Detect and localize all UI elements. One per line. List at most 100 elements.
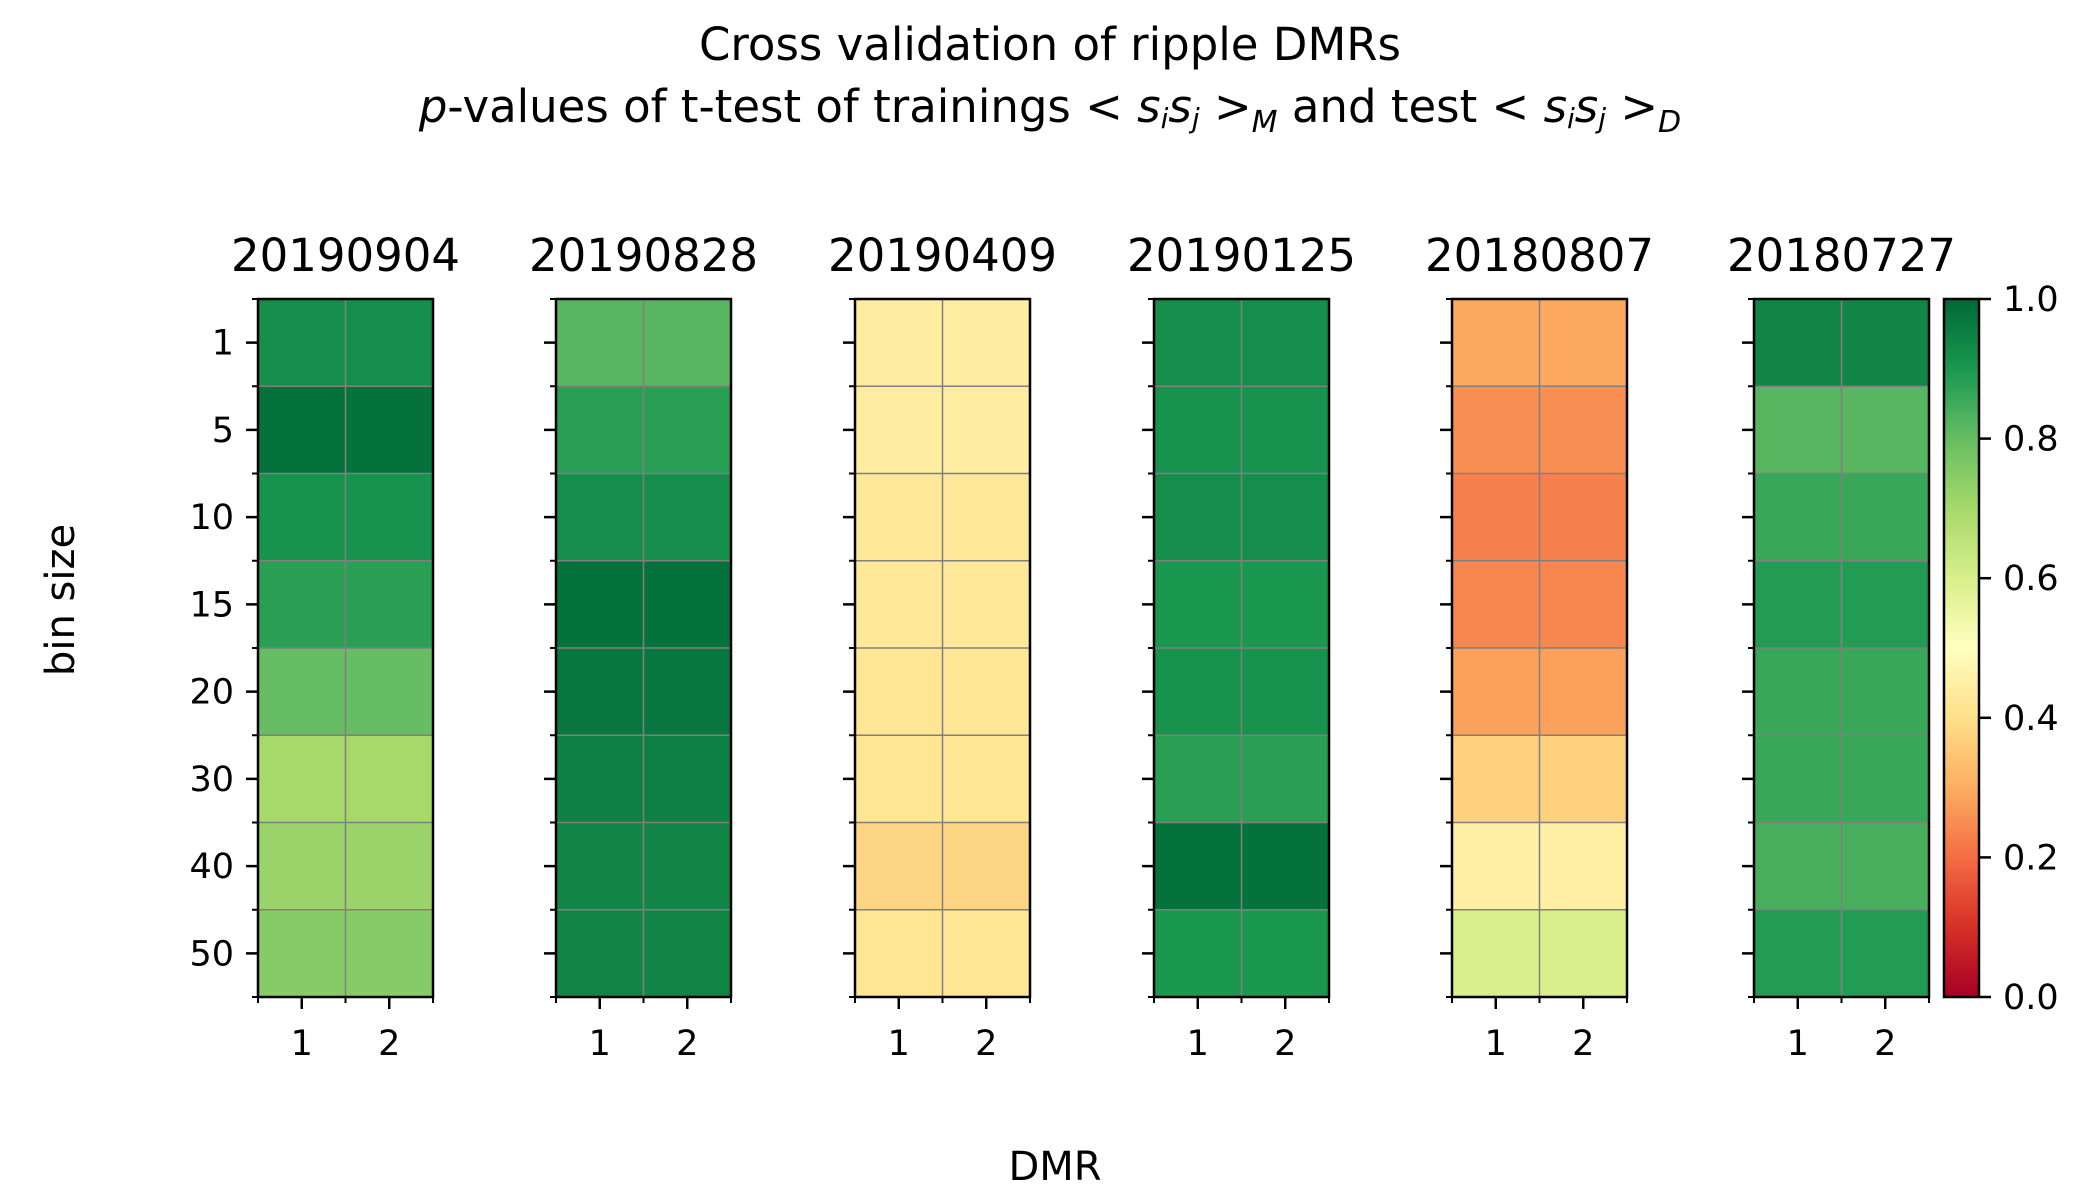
heatmap-cell	[942, 648, 1030, 736]
heatmap-cell	[942, 386, 1030, 474]
heatmap-cell	[1539, 299, 1627, 387]
heatmap-cell	[1452, 473, 1540, 561]
heatmap-cell	[258, 473, 346, 561]
x-tick-label: 1	[1787, 1024, 1809, 1064]
heatmap-cell	[643, 560, 731, 648]
heatmap-cell	[345, 386, 433, 474]
x-tick-label: 2	[975, 1024, 997, 1064]
heatmap-cell	[556, 822, 644, 910]
panel-title: 20180727	[1727, 229, 1956, 282]
heatmap-cell	[556, 648, 644, 736]
heatmap-cell	[1841, 299, 1929, 387]
title-part-1: -values of t-test of trainings	[447, 80, 1086, 133]
heatmap-cell	[1241, 648, 1329, 736]
y-tick-label: 10	[189, 498, 234, 538]
title-part-2: and test	[1277, 80, 1492, 133]
heatmap-cell	[258, 560, 346, 648]
panel-title: 20190409	[828, 229, 1057, 282]
heatmap-cell	[1841, 560, 1929, 648]
heatmap-cell	[1841, 909, 1929, 997]
heatmap-cell	[643, 299, 731, 387]
heatmap-cell	[1539, 735, 1627, 823]
y-axis-label: bin size	[38, 524, 84, 676]
heatmap-cell	[1452, 909, 1540, 997]
heatmap-cell	[556, 473, 644, 561]
x-tick-label: 1	[589, 1024, 611, 1064]
panel-20190828: 20190828 1 2	[529, 229, 758, 1064]
heatmap-cell	[855, 299, 943, 387]
heatmap-cell	[1154, 560, 1242, 648]
x-tick-label: 2	[1274, 1024, 1296, 1064]
heatmap-cell	[942, 735, 1030, 823]
heatmap-cell	[1754, 735, 1842, 823]
colorbar-tick-label: 0.8	[2003, 420, 2059, 460]
heatmap-cell	[258, 822, 346, 910]
x-tick-label: 2	[676, 1024, 698, 1064]
heatmap-cell	[1841, 822, 1929, 910]
heatmap-cell	[1241, 735, 1329, 823]
heatmap-cell	[1754, 560, 1842, 648]
x-tick-label: 1	[291, 1024, 313, 1064]
heatmap-cell	[258, 909, 346, 997]
heatmap-cell	[1539, 822, 1627, 910]
heatmap-cell	[1452, 386, 1540, 474]
title-math-m: < sisj >M	[1085, 80, 1278, 140]
x-tick-label: 2	[378, 1024, 400, 1064]
heatmap-cell	[643, 909, 731, 997]
heatmap-cell	[345, 299, 433, 387]
colorbar-tick-label: 1.0	[2003, 280, 2059, 320]
panel-title: 20190904	[231, 229, 460, 282]
title-sub-m: M	[1251, 105, 1278, 140]
heatmap-cell	[1154, 473, 1242, 561]
y-tick-label: 15	[189, 585, 234, 625]
heatmap-cell	[1154, 822, 1242, 910]
heatmap-cell	[855, 386, 943, 474]
heatmap-cell	[643, 386, 731, 474]
heatmap-cell	[1754, 473, 1842, 561]
heatmap-cell	[258, 735, 346, 823]
heatmap-cell	[345, 822, 433, 910]
y-tick-label: 20	[189, 673, 234, 713]
heatmap-cell	[556, 909, 644, 997]
x-tick-label: 2	[1572, 1024, 1594, 1064]
heatmap-cell	[345, 735, 433, 823]
title-line-1: Cross validation of ripple DMRs	[698, 18, 1401, 71]
heatmap-cell	[258, 299, 346, 387]
y-tick-label: 40	[189, 847, 234, 887]
heatmap-cell	[1841, 473, 1929, 561]
heatmap-cell	[556, 735, 644, 823]
heatmap-cell	[643, 822, 731, 910]
heatmap-cell	[345, 909, 433, 997]
x-tick-label: 1	[888, 1024, 910, 1064]
heatmap-cell	[1154, 648, 1242, 736]
panel-20180807: 20180807 1 2	[1425, 229, 1654, 1064]
heatmap-cell	[556, 386, 644, 474]
heatmap-cell	[1241, 822, 1329, 910]
heatmap-cell	[1452, 735, 1540, 823]
heatmap-cell	[855, 473, 943, 561]
heatmap-cell	[1452, 299, 1540, 387]
panel-20180727: 20180727 1 2	[1727, 229, 1956, 1064]
y-tick-label: 1	[212, 324, 234, 364]
heatmap-cell	[1754, 386, 1842, 474]
heatmap-cell	[1841, 735, 1929, 823]
heatmap-cell	[855, 648, 943, 736]
heatmap-cell	[1154, 735, 1242, 823]
heatmap-cell	[942, 909, 1030, 997]
heatmap-cell	[1241, 560, 1329, 648]
heatmap-cell	[1754, 822, 1842, 910]
panel-title: 20190828	[529, 229, 758, 282]
heatmap-cell	[345, 560, 433, 648]
heatmap-cell	[1539, 473, 1627, 561]
heatmap-cell	[1754, 299, 1842, 387]
heatmap-cell	[1539, 386, 1627, 474]
heatmap-cell	[643, 473, 731, 561]
heatmap-cell	[1841, 386, 1929, 474]
heatmap-cell	[942, 822, 1030, 910]
colorbar-tick-label: 0.0	[2003, 978, 2059, 1018]
y-tick-label: 50	[189, 934, 234, 974]
panel-20190409: 20190409 1 2	[828, 229, 1057, 1064]
heatmap-cell	[1539, 560, 1627, 648]
